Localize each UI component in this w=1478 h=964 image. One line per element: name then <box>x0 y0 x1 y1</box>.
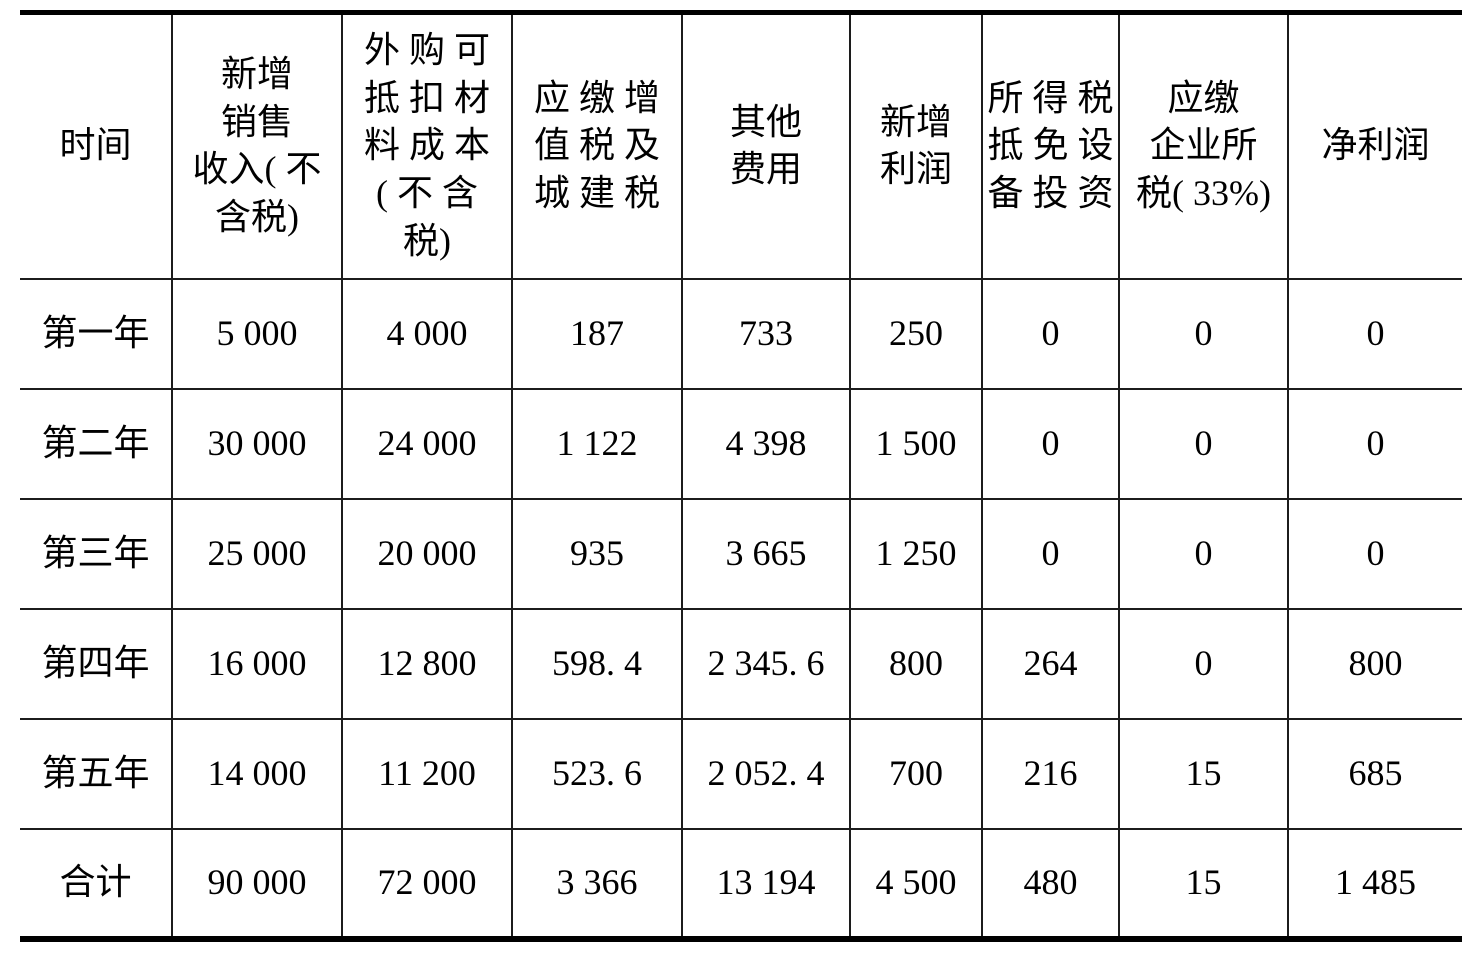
table-cell: 264 <box>981 607 1120 720</box>
table-cell: 72 000 <box>341 827 513 940</box>
col-header-other-expenses: 其他 费用 <box>681 11 851 280</box>
table-cell: 0 <box>1287 277 1462 390</box>
table-cell: 11 200 <box>341 717 513 830</box>
table-cell: 598. 4 <box>511 607 683 720</box>
table-cell: 0 <box>1287 387 1462 500</box>
col-header-new-sales-revenue: 新增 销售 收入( 不 含税) <box>171 11 343 280</box>
table-cell: 0 <box>981 277 1120 390</box>
row-label: 第四年 <box>20 607 173 720</box>
col-header-time: 时间 <box>20 11 173 280</box>
table-row-total: 合计 90 000 72 000 3 366 13 194 4 500 480 … <box>20 827 1462 940</box>
table-row-year1: 第一年 5 000 4 000 187 733 250 0 0 0 <box>20 277 1462 390</box>
table-cell: 4 000 <box>341 277 513 390</box>
table-cell: 1 250 <box>849 497 983 610</box>
table-cell: 0 <box>1287 497 1462 610</box>
table-cell: 2 052. 4 <box>681 717 851 830</box>
row-label: 第一年 <box>20 277 173 390</box>
table-cell: 15 <box>1118 717 1289 830</box>
table-cell: 0 <box>1118 277 1289 390</box>
row-label: 第三年 <box>20 497 173 610</box>
table-cell: 4 500 <box>849 827 983 940</box>
table-cell: 14 000 <box>171 717 343 830</box>
table-cell: 90 000 <box>171 827 343 940</box>
table-row-year4: 第四年 16 000 12 800 598. 4 2 345. 6 800 26… <box>20 607 1462 720</box>
table-cell: 685 <box>1287 717 1462 830</box>
table-cell: 20 000 <box>341 497 513 610</box>
table-cell: 800 <box>849 607 983 720</box>
table-cell: 800 <box>1287 607 1462 720</box>
table-cell: 935 <box>511 497 683 610</box>
table-cell: 0 <box>981 497 1120 610</box>
table-cell: 12 800 <box>341 607 513 720</box>
table-row-year3: 第三年 25 000 20 000 935 3 665 1 250 0 0 0 <box>20 497 1462 610</box>
col-header-vat-city-tax: 应 缴 增 值 税 及 城 建 税 <box>511 11 683 280</box>
table-cell: 15 <box>1118 827 1289 940</box>
table-cell: 25 000 <box>171 497 343 610</box>
col-header-net-profit: 净利润 <box>1287 11 1462 280</box>
row-label: 第五年 <box>20 717 173 830</box>
table-cell: 1 485 <box>1287 827 1462 940</box>
table-cell: 523. 6 <box>511 717 683 830</box>
table-cell: 187 <box>511 277 683 390</box>
table-cell: 733 <box>681 277 851 390</box>
header-row: 时间 新增 销售 收入( 不 含税) 外 购 可 抵 扣 材 料 成 本 ( 不… <box>20 11 1462 280</box>
tax-profit-table: 时间 新增 销售 收入( 不 含税) 外 购 可 抵 扣 材 料 成 本 ( 不… <box>20 10 1462 942</box>
row-label: 合计 <box>20 827 173 940</box>
col-header-new-profit: 新增 利润 <box>849 11 983 280</box>
table-row-year2: 第二年 30 000 24 000 1 122 4 398 1 500 0 0 … <box>20 387 1462 500</box>
table-cell: 30 000 <box>171 387 343 500</box>
table-cell: 0 <box>1118 387 1289 500</box>
table-cell: 0 <box>1118 497 1289 610</box>
table-cell: 3 665 <box>681 497 851 610</box>
table-cell: 4 398 <box>681 387 851 500</box>
table-cell: 250 <box>849 277 983 390</box>
table-cell: 13 194 <box>681 827 851 940</box>
col-header-corporate-income-tax: 应缴 企业所 税( 33%) <box>1118 11 1289 280</box>
table-cell: 0 <box>1118 607 1289 720</box>
col-header-tax-credit-equipment: 所 得 税 抵 免 设 备 投 资 <box>981 11 1120 280</box>
table-cell: 3 366 <box>511 827 683 940</box>
table-cell: 16 000 <box>171 607 343 720</box>
table-cell: 24 000 <box>341 387 513 500</box>
table-cell: 700 <box>849 717 983 830</box>
table-row-year5: 第五年 14 000 11 200 523. 6 2 052. 4 700 21… <box>20 717 1462 830</box>
table-cell: 216 <box>981 717 1120 830</box>
table-cell: 5 000 <box>171 277 343 390</box>
row-label: 第二年 <box>20 387 173 500</box>
col-header-material-cost: 外 购 可 抵 扣 材 料 成 本 ( 不 含 税) <box>341 11 513 280</box>
table-cell: 2 345. 6 <box>681 607 851 720</box>
table-cell: 1 122 <box>511 387 683 500</box>
table-cell: 1 500 <box>849 387 983 500</box>
table-cell: 0 <box>981 387 1120 500</box>
table-cell: 480 <box>981 827 1120 940</box>
